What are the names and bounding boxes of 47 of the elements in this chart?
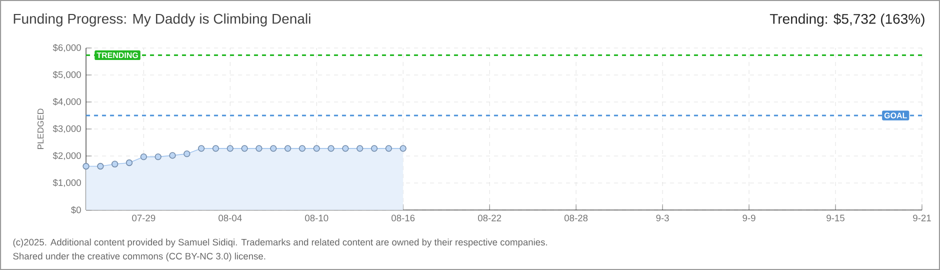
- chart-title: Funding Progress: My Daddy is Climbing Denali: [14, 13, 310, 27]
- y-tick-label: $5,000: [52, 70, 81, 80]
- point: [356, 145, 364, 152]
- y-tick-label: $4,000: [52, 98, 81, 106]
- point: [313, 145, 320, 152]
- y-tick-label: $3,000: [52, 124, 81, 134]
- x-tick-label: 9-3: [656, 214, 669, 222]
- point: [97, 162, 104, 170]
- x-tick-label: 9-15: [826, 214, 844, 222]
- point: [198, 145, 205, 152]
- y-tick-label: $0: [71, 206, 81, 214]
- point: [140, 153, 147, 160]
- point: [370, 145, 378, 152]
- point: [126, 159, 133, 166]
- point: [328, 145, 334, 152]
- point: [226, 145, 234, 152]
- ref-line-label: TRENDING: [96, 52, 138, 58]
- x-tick-label: 08-16: [392, 214, 415, 222]
- point: [385, 145, 392, 152]
- chart-subtitle: Trending: $5,732 (163%): [770, 13, 924, 27]
- ref-line-label: GOAL: [884, 112, 907, 118]
- point: [400, 145, 406, 152]
- point: [169, 152, 176, 159]
- point: [270, 145, 277, 152]
- y-tick-label: $1,000: [52, 178, 81, 188]
- point: [284, 145, 292, 152]
- point: [154, 153, 162, 160]
- point: [184, 150, 190, 158]
- x-tick-label: 08-22: [478, 214, 502, 222]
- x-tick-label: 08-10: [305, 214, 328, 222]
- point: [82, 162, 90, 170]
- point: [342, 145, 349, 152]
- point: [112, 160, 118, 168]
- x-tick-label: 07-29: [132, 214, 156, 222]
- point: [256, 145, 262, 152]
- point: [298, 145, 306, 152]
- text: Shared under the creative commons (CC BY-NC 3.0) license.: [13, 252, 266, 262]
- y-axis-title: PLEDGED: [37, 108, 44, 149]
- y-tick-label: $2,000: [52, 152, 81, 160]
- x-tick-label: 9-9: [742, 214, 756, 222]
- x-tick-label: 08-28: [564, 214, 588, 222]
- point: [212, 145, 220, 152]
- x-tick-label: 9-21: [913, 214, 931, 222]
- x-tick-label: 08-04: [218, 214, 242, 222]
- y-tick-label: $6,000: [52, 44, 81, 52]
- text: (c)2025. Additional content provided by Samuel Sidiqi. Trademarks and related content are owned by their respective companies.: [13, 238, 547, 248]
- point: [241, 145, 248, 152]
